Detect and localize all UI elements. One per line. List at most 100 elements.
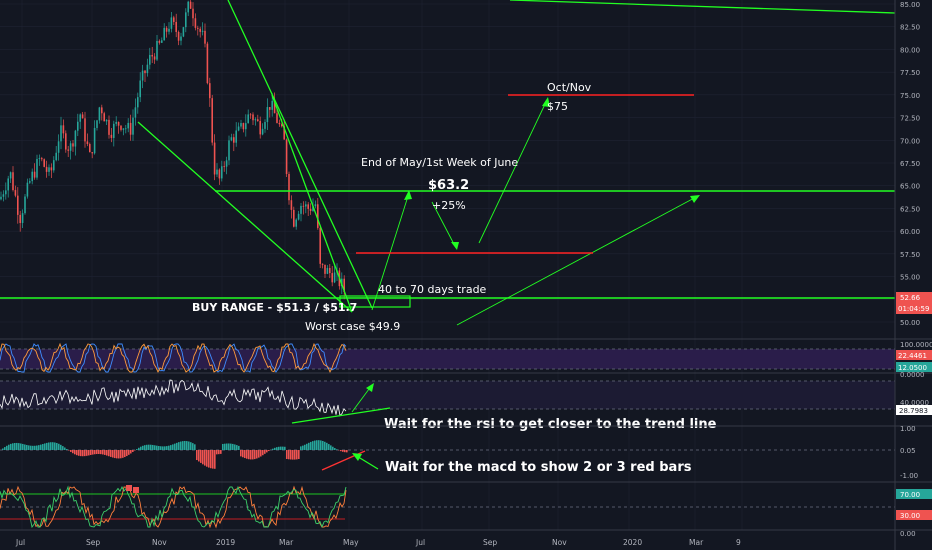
candle-body: [41, 158, 43, 160]
macd-bar: [268, 450, 270, 452]
stoch-marker-2: [133, 487, 139, 493]
macd-bar: [206, 450, 208, 467]
macd-bar: [70, 450, 72, 452]
candle-body: [108, 119, 110, 135]
price-tick-label: 62.50: [900, 205, 920, 213]
candle-body: [127, 122, 129, 129]
candle-body: [168, 28, 170, 32]
macd-bar: [246, 450, 248, 459]
candle-body: [312, 206, 314, 211]
macd-bar: [34, 445, 36, 450]
macd-bar: [130, 450, 132, 454]
candle-body: [189, 1, 192, 9]
candle-body: [103, 113, 105, 122]
macd-bar: [290, 450, 292, 460]
candle-body: [50, 167, 53, 171]
price-tick-label: 72.50: [900, 115, 920, 123]
candle-body: [158, 40, 161, 43]
macd-bar: [6, 445, 8, 450]
candle-body: [9, 172, 12, 179]
time-tick-label: Sep: [86, 538, 100, 547]
indicator-axis: 100.0000 0.0000 40.0000 1.00 0.05 -1.00 …: [900, 341, 932, 538]
candle-body: [259, 121, 261, 135]
candle-body: [38, 158, 41, 159]
macd-bar: [286, 450, 288, 460]
candle-body: [72, 143, 74, 147]
countdown-tag: [896, 303, 932, 314]
candle-body: [120, 125, 122, 130]
price-tick-label: 60.00: [900, 228, 920, 236]
label-pct-25: +25%: [432, 199, 466, 212]
rsi-tick-40: 40.0000: [900, 399, 929, 407]
stoch-k-line: [0, 485, 347, 529]
macd-bar: [240, 450, 242, 457]
candle-body: [309, 208, 312, 211]
candle-body: [276, 113, 278, 123]
macd-bar: [230, 443, 232, 450]
arrow-head-1: [404, 190, 412, 200]
macd-bar: [92, 450, 94, 455]
macd-bar: [196, 450, 198, 461]
macd-bar: [42, 444, 44, 450]
macd-bar: [318, 440, 320, 450]
candle-body: [211, 98, 213, 143]
macd-bar: [296, 450, 298, 460]
candle-body: [247, 114, 249, 124]
label-target-63: $63.2: [428, 178, 469, 193]
candle-body: [305, 204, 307, 207]
arrow-head-4: [690, 195, 700, 203]
price-axis: 85.00 82.50 80.00 77.50 75.00 72.50 70.00 67.50…: [900, 1, 920, 327]
macd-bar: [108, 450, 110, 457]
macd-bar: [156, 445, 158, 450]
price-tick-label: 55.00: [900, 274, 920, 282]
candle-body: [62, 125, 65, 134]
macd-bar: [2, 448, 4, 450]
price-tick-label: 50.00: [900, 319, 920, 327]
rsi-pane: Wait for the rsi to get closer to the tr…: [0, 379, 895, 432]
macd-bar: [216, 450, 218, 455]
macd-bar: [54, 442, 56, 450]
candle-body: [17, 195, 19, 215]
macd-bar: [234, 444, 236, 450]
macd-bar: [146, 444, 148, 450]
candle-body: [67, 149, 69, 151]
macd-bar: [114, 450, 116, 459]
macd-bar: [310, 441, 312, 450]
candle-body: [144, 70, 146, 74]
macd-bar: [88, 450, 90, 456]
macd-bar: [294, 450, 296, 460]
macd-bar: [90, 450, 92, 455]
macd-bar: [218, 450, 220, 455]
macd-bar: [98, 450, 100, 454]
macd-bar: [120, 450, 122, 459]
candle-body: [221, 166, 223, 179]
macd-bar: [56, 442, 58, 450]
label-oct-nov: Oct/Nov: [547, 81, 592, 94]
rsi-trendline: [291, 407, 391, 424]
countdown-value: 01:04:59: [898, 305, 929, 313]
macd-bar: [50, 442, 52, 450]
label-macd-note: Wait for the macd to show 2 or 3 red bar…: [385, 460, 692, 475]
macd-bar: [274, 447, 276, 450]
macd-bar: [96, 450, 98, 455]
macd-bar: [328, 444, 330, 450]
macd-bar: [132, 450, 134, 452]
macd-bar: [126, 450, 128, 457]
macd-bar: [58, 443, 60, 450]
candle-body: [122, 128, 125, 130]
macd-bar: [74, 450, 76, 455]
macd-bar: [312, 441, 314, 450]
stoch-k-tag: [896, 350, 932, 360]
macd-bar: [116, 450, 118, 459]
macd-bar: [52, 442, 54, 450]
macd-bar: [326, 442, 328, 450]
macd-bar: [106, 450, 108, 456]
candle-body: [218, 169, 221, 179]
stoch-pane: [0, 485, 895, 529]
macd-bar: [248, 450, 250, 460]
candle-body: [53, 160, 55, 171]
macd-bar: [14, 442, 16, 450]
macd-bar: [322, 440, 324, 450]
